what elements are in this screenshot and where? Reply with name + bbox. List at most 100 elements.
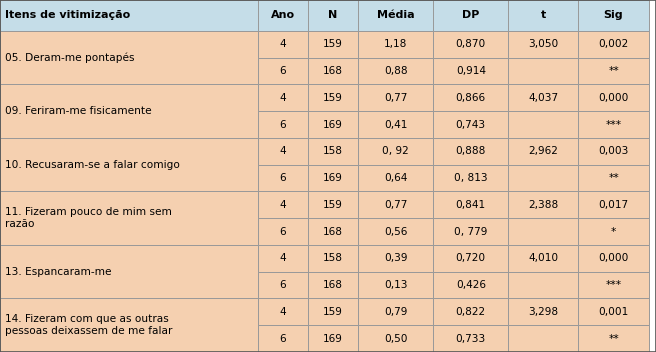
Text: 3,050: 3,050 — [528, 39, 558, 49]
Text: ***: *** — [605, 120, 622, 130]
Text: 0,426: 0,426 — [456, 280, 486, 290]
Bar — [433, 191, 508, 218]
Text: 4: 4 — [279, 307, 286, 317]
Bar — [433, 84, 508, 111]
Text: 168: 168 — [323, 280, 343, 290]
Bar — [258, 58, 308, 84]
Text: 0,39: 0,39 — [384, 253, 407, 263]
Bar — [358, 0, 433, 31]
Bar — [258, 0, 308, 31]
Bar — [258, 31, 308, 58]
Bar — [579, 138, 649, 165]
Text: Ano: Ano — [271, 11, 295, 20]
Text: 0,003: 0,003 — [598, 146, 628, 156]
Bar — [579, 58, 649, 84]
Text: 0,41: 0,41 — [384, 120, 407, 130]
Text: 13. Espancaram-me: 13. Espancaram-me — [5, 267, 111, 277]
Bar — [358, 218, 433, 245]
Text: 0,79: 0,79 — [384, 307, 407, 317]
Text: N: N — [329, 11, 338, 20]
Bar — [508, 58, 579, 84]
Bar — [579, 325, 649, 352]
Text: Sig: Sig — [604, 11, 623, 20]
Bar — [258, 325, 308, 352]
Text: Itens de vitimização: Itens de vitimização — [5, 11, 130, 20]
Bar — [508, 111, 579, 138]
Text: 158: 158 — [323, 253, 343, 263]
Bar — [358, 298, 433, 325]
Text: 0,77: 0,77 — [384, 200, 407, 210]
Text: 0,914: 0,914 — [456, 66, 486, 76]
Bar — [579, 84, 649, 111]
Text: *: * — [611, 227, 616, 237]
Bar — [433, 245, 508, 272]
Bar — [433, 218, 508, 245]
Bar — [258, 298, 308, 325]
Bar — [258, 245, 308, 272]
Text: 4,010: 4,010 — [528, 253, 558, 263]
Bar — [579, 165, 649, 191]
Bar — [308, 272, 358, 298]
Bar — [308, 138, 358, 165]
Text: 169: 169 — [323, 173, 343, 183]
Bar — [0, 298, 258, 352]
Bar — [358, 58, 433, 84]
Bar — [358, 31, 433, 58]
Bar — [508, 138, 579, 165]
Bar — [579, 245, 649, 272]
Text: 0,866: 0,866 — [456, 93, 486, 103]
Text: 0,88: 0,88 — [384, 66, 407, 76]
Bar — [508, 191, 579, 218]
Bar — [433, 111, 508, 138]
Text: **: ** — [608, 66, 619, 76]
Text: 159: 159 — [323, 200, 343, 210]
Bar — [358, 84, 433, 111]
Bar — [0, 245, 258, 298]
Text: 14. Fizeram com que as outras
pessoas deixassem de me falar: 14. Fizeram com que as outras pessoas de… — [5, 314, 172, 337]
Text: 3,298: 3,298 — [528, 307, 558, 317]
Bar — [579, 191, 649, 218]
Bar — [308, 218, 358, 245]
Text: 169: 169 — [323, 120, 343, 130]
Bar — [258, 218, 308, 245]
Bar — [0, 31, 258, 84]
Bar — [358, 272, 433, 298]
Bar — [508, 31, 579, 58]
Bar — [508, 272, 579, 298]
Bar — [358, 165, 433, 191]
Text: 0,000: 0,000 — [598, 93, 628, 103]
Text: 0,000: 0,000 — [598, 253, 628, 263]
Bar — [0, 0, 258, 31]
Bar — [433, 165, 508, 191]
Bar — [308, 31, 358, 58]
Text: Média: Média — [377, 11, 415, 20]
Text: 0,77: 0,77 — [384, 93, 407, 103]
Bar — [308, 245, 358, 272]
Bar — [0, 138, 258, 191]
Text: 0,017: 0,017 — [598, 200, 628, 210]
Text: 6: 6 — [279, 66, 286, 76]
Text: 4: 4 — [279, 200, 286, 210]
Text: 0,64: 0,64 — [384, 173, 407, 183]
Text: 0,870: 0,870 — [456, 39, 486, 49]
Bar — [433, 272, 508, 298]
Bar — [258, 138, 308, 165]
Text: 159: 159 — [323, 39, 343, 49]
Text: 159: 159 — [323, 93, 343, 103]
Bar — [358, 325, 433, 352]
Text: 158: 158 — [323, 146, 343, 156]
Text: 0,733: 0,733 — [456, 334, 486, 344]
Bar — [258, 111, 308, 138]
Text: 4: 4 — [279, 39, 286, 49]
Bar — [358, 191, 433, 218]
Text: 0,56: 0,56 — [384, 227, 407, 237]
Bar — [508, 0, 579, 31]
Text: 6: 6 — [279, 173, 286, 183]
Text: 0,888: 0,888 — [455, 146, 486, 156]
Text: 2,962: 2,962 — [529, 146, 558, 156]
Text: 09. Feriram-me fisicamente: 09. Feriram-me fisicamente — [5, 106, 152, 116]
Text: 1,18: 1,18 — [384, 39, 407, 49]
Text: 6: 6 — [279, 227, 286, 237]
Bar — [358, 111, 433, 138]
Bar — [433, 58, 508, 84]
